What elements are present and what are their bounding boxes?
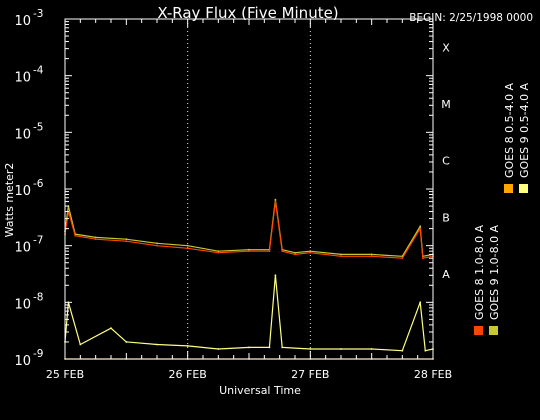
y-tick-exponent: -6: [33, 178, 44, 190]
flare-class-labels: A B C M X: [441, 41, 451, 281]
series-point: [186, 345, 189, 347]
series-point: [294, 251, 296, 254]
series-point: [309, 348, 312, 350]
y-tick-exponent: -9: [33, 348, 43, 360]
y-tick-base: 10: [14, 241, 31, 256]
legend: GOES 8 1.0-8.0 A GOES 8 0.5-4.0 A GOES 9 1…: [473, 82, 531, 335]
x-axis-label: Universal Time: [219, 384, 301, 397]
series-point: [217, 250, 220, 253]
legend-swatch: [519, 184, 528, 193]
series-point: [156, 244, 158, 247]
series-line: [64, 201, 434, 259]
series-point: [401, 349, 404, 352]
flare-class-label: M: [441, 98, 451, 111]
series-point: [110, 327, 112, 330]
series-line: [64, 274, 434, 352]
x-tick-label: 28 FEB: [414, 368, 452, 381]
series-point: [156, 242, 158, 245]
series-layer: [64, 198, 434, 360]
grid-layer: [187, 19, 311, 359]
series-point: [79, 343, 82, 346]
legend-label: GOES 9 1.0-8.0 A: [488, 224, 501, 320]
series-point: [268, 250, 271, 253]
y-tick-base: 10: [14, 184, 31, 199]
series-point: [370, 253, 373, 256]
series-point: [186, 244, 189, 247]
series-point: [125, 240, 128, 243]
begin-label: BEGIN: 2/25/1998 0000: [409, 12, 533, 24]
legend-swatch: [504, 184, 513, 193]
series-point: [274, 200, 277, 203]
flare-class-label: C: [442, 155, 450, 168]
y-axis-label: Watts meter2: [3, 163, 16, 238]
series-point: [248, 250, 250, 253]
series-point: [294, 253, 296, 256]
y-ticks: 10-910-810-710-610-510-410-3: [14, 8, 433, 369]
series-point: [401, 257, 404, 260]
series-point: [421, 257, 424, 260]
series-line: [64, 199, 434, 257]
series-point: [186, 247, 189, 250]
flare-class-label: A: [442, 268, 450, 281]
series-point: [281, 250, 284, 253]
y-tick-base: 10: [14, 14, 31, 29]
series-point: [125, 238, 128, 241]
series-point: [156, 343, 158, 346]
series-point: [281, 346, 284, 349]
flare-class-label: X: [442, 41, 450, 54]
series-point: [340, 348, 342, 350]
x-tick-label: 27 FEB: [291, 368, 329, 381]
y-tick-exponent: -7: [33, 235, 43, 247]
legend-swatch: [489, 326, 498, 335]
y-tick-base: 10: [14, 354, 31, 369]
x-tick-label: 26 FEB: [169, 368, 207, 381]
series-point: [268, 346, 271, 349]
chart-title: X-Ray Flux (Five Minute): [157, 4, 338, 22]
y-tick-exponent: -3: [33, 8, 43, 20]
series-point: [419, 225, 422, 228]
legend-label: GOES 8 0.5-4.0 A: [503, 82, 516, 178]
series-point: [274, 274, 277, 277]
series-point: [309, 251, 312, 254]
series-point: [94, 238, 97, 241]
plot-frame: [64, 18, 434, 360]
series-point: [309, 250, 312, 253]
legend-label: GOES 9 0.5-4.0 A: [518, 82, 531, 178]
y-tick-base: 10: [14, 71, 31, 86]
y-tick-exponent: -5: [33, 121, 43, 133]
series-point: [424, 349, 427, 352]
flare-class-label: B: [442, 211, 450, 224]
series-point: [94, 236, 97, 239]
x-tick-label: 25 FEB: [46, 368, 84, 381]
series-point: [340, 255, 342, 258]
y-tick-base: 10: [14, 297, 31, 312]
series-point: [217, 251, 220, 254]
series-point: [248, 248, 250, 251]
series-point: [340, 253, 342, 256]
y-tick-exponent: -4: [33, 65, 44, 77]
series-point: [217, 348, 220, 350]
series-point: [419, 301, 422, 304]
x-ticks: 25 FEB 26 FEB 27 FEB 28 FEB: [46, 19, 452, 381]
series-point: [274, 198, 277, 201]
series-point: [370, 348, 373, 350]
series-point: [419, 227, 422, 230]
legend-label: GOES 8 1.0-8.0 A: [473, 224, 486, 320]
y-tick-base: 10: [14, 127, 31, 142]
series-point: [74, 234, 77, 237]
legend-swatch: [474, 326, 483, 335]
series-point: [370, 255, 373, 258]
series-point: [248, 346, 250, 349]
series-point: [125, 341, 128, 343]
y-tick-exponent: -8: [33, 291, 43, 303]
